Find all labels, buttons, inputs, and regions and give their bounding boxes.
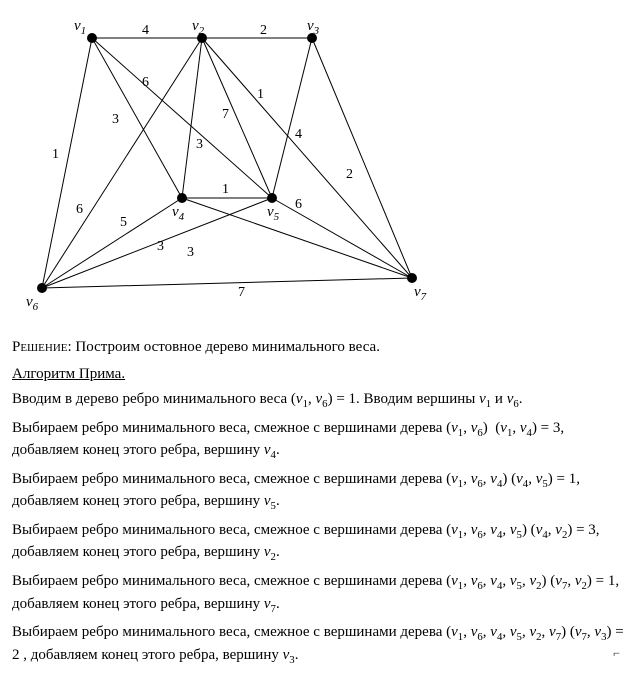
algorithm-step: Выбираем ребро минимального веса, смежно… [12, 418, 624, 463]
graph-node [267, 193, 277, 203]
graph-edge [92, 38, 182, 198]
algorithm-step: Вводим в дерево ребро минимального веса … [12, 389, 624, 412]
graph-svg: 42136376142153367v1v2v3v4v5v6v7 [12, 8, 442, 318]
solution-header: Решение: Построим остовное дерево минима… [12, 339, 624, 356]
edge-weight: 6 [142, 75, 149, 90]
edge-weight: 5 [120, 215, 127, 230]
graph-node [87, 33, 97, 43]
edge-weight: 4 [295, 127, 302, 142]
algorithm-title: Алгоритм Прима. [12, 366, 624, 383]
graph-edge [272, 38, 312, 198]
graph-node [177, 193, 187, 203]
graph-edge [42, 38, 92, 288]
edge-weight: 7 [238, 285, 245, 300]
algorithm-step: Выбираем ребро минимального веса, смежно… [12, 622, 624, 667]
edge-weight: 6 [295, 197, 302, 212]
edge-weight: 3 [157, 239, 164, 254]
edge-weight: 6 [76, 202, 83, 217]
edge-weight: 2 [346, 167, 353, 182]
edge-weight: 3 [187, 245, 194, 260]
edge-weight: 3 [112, 112, 119, 127]
edge-weight: 7 [222, 107, 229, 122]
graph-edge [312, 38, 412, 278]
edge-weight: 1 [52, 147, 59, 162]
graph-node [407, 273, 417, 283]
graph-edge [202, 38, 272, 198]
graph-edge [42, 38, 202, 288]
node-label: v7 [414, 284, 427, 303]
graph-node [37, 283, 47, 293]
edge-weight: 3 [196, 137, 203, 152]
edge-weight: 2 [260, 23, 267, 38]
graph-edge [42, 278, 412, 288]
edge-weight: 4 [142, 23, 149, 38]
algorithm-step: Выбираем ребро минимального веса, смежно… [12, 571, 624, 616]
page-mark: ⌐ [613, 646, 620, 661]
node-label: v2 [192, 18, 205, 37]
node-label: v1 [74, 18, 86, 37]
algorithm-step: Выбираем ребро минимального веса, смежно… [12, 520, 624, 565]
solution-rest: : Построим остовное дерево минимального … [67, 339, 379, 355]
algorithm-step: Выбираем ребро минимального веса, смежно… [12, 469, 624, 514]
edge-weight: 1 [222, 182, 229, 197]
node-label: v5 [267, 204, 280, 223]
node-label: v6 [26, 294, 39, 313]
algorithm-steps: ⌐ Вводим в дерево ребро минимального вес… [12, 389, 624, 667]
edge-weight: 1 [257, 87, 264, 102]
graph-figure: 42136376142153367v1v2v3v4v5v6v7 [12, 8, 624, 323]
graph-edge [182, 38, 202, 198]
graph-edge [272, 198, 412, 278]
solution-caps: Решение [12, 339, 67, 355]
node-label: v4 [172, 204, 185, 223]
graph-edge [92, 38, 272, 198]
